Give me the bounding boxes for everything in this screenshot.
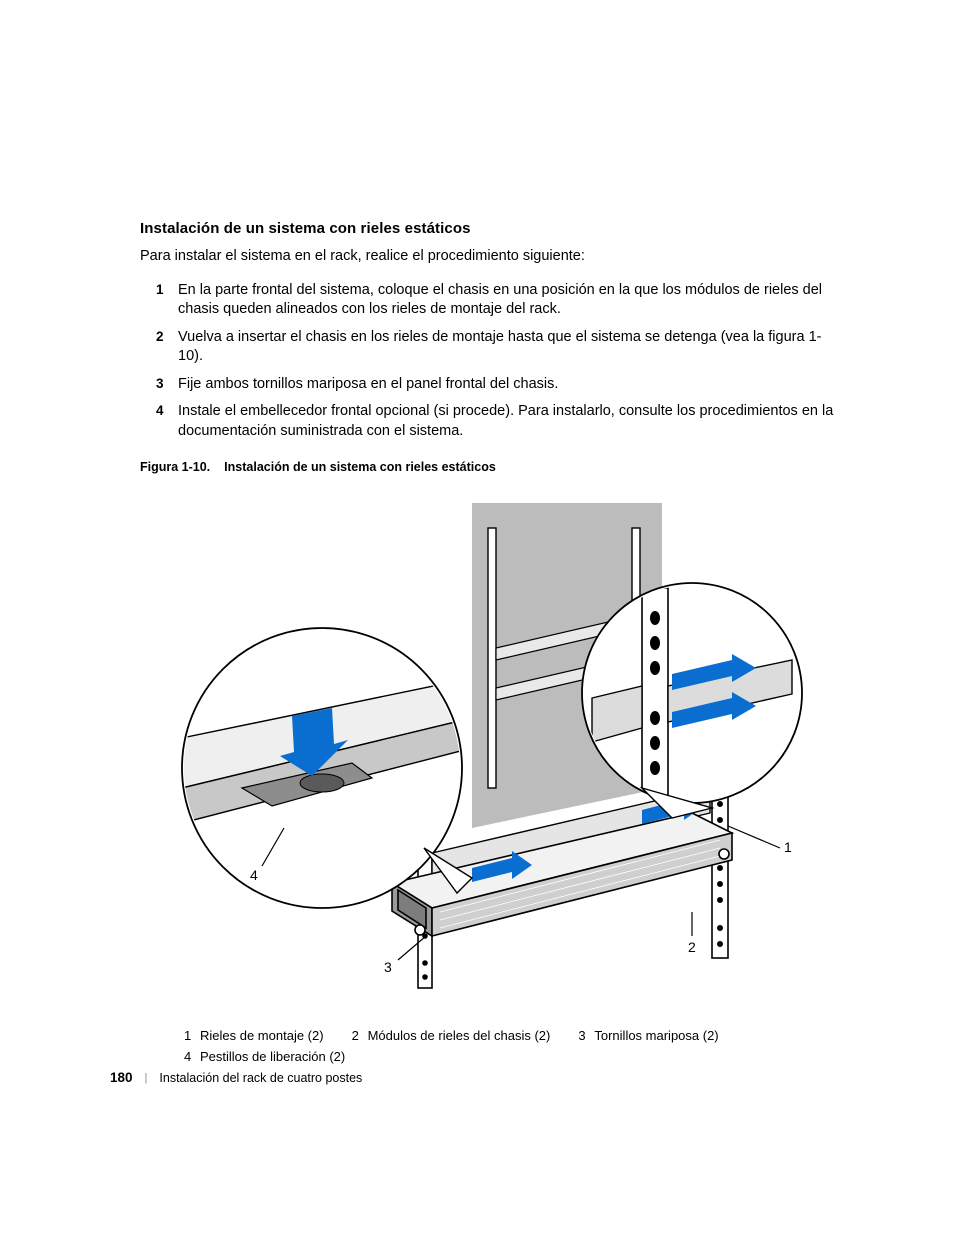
page-footer: 180 | Instalación del rack de cuatro pos…: [110, 1070, 362, 1085]
legend-item: 4 Pestillos de liberación (2): [184, 1049, 345, 1064]
footer-separator: |: [145, 1072, 148, 1084]
legend-text: Módulos de rieles del chasis (2): [368, 1028, 551, 1043]
step-item: Instale el embellecedor frontal opcional…: [162, 402, 844, 441]
steps-list: En la parte frontal del sistema, coloque…: [140, 281, 844, 442]
step-item: En la parte frontal del sistema, coloque…: [162, 281, 844, 320]
figure-legend: 1 Rieles de montaje (2) 2 Módulos de rie…: [184, 1028, 844, 1064]
figure-title: Instalación de un sistema con rieles est…: [224, 460, 496, 474]
callout-1: 1: [784, 839, 792, 855]
step-item: Fije ambos tornillos mariposa en el pane…: [162, 375, 844, 395]
callout-2: 2: [688, 939, 696, 955]
legend-item: 2 Módulos de rieles del chasis (2): [352, 1028, 551, 1043]
legend-item: 1 Rieles de montaje (2): [184, 1028, 324, 1043]
legend-text: Pestillos de liberación (2): [200, 1049, 345, 1064]
page-number: 180: [110, 1070, 133, 1085]
footer-section: Instalación del rack de cuatro postes: [159, 1071, 362, 1085]
figure-illustration: 4: [172, 488, 812, 1008]
figure-label: Figura 1-10.: [140, 460, 210, 474]
legend-text: Rieles de montaje (2): [200, 1028, 324, 1043]
callout-3: 3: [384, 959, 392, 975]
page: Instalación de un sistema con rieles est…: [0, 0, 954, 1235]
legend-num: 4: [184, 1049, 200, 1064]
figure-caption: Figura 1-10. Instalación de un sistema co…: [140, 460, 844, 474]
step-item: Vuelva a insertar el chasis en los riele…: [162, 328, 844, 367]
legend-num: 3: [578, 1028, 594, 1043]
section-title: Instalación de un sistema con rieles est…: [140, 220, 844, 237]
legend-num: 1: [184, 1028, 200, 1043]
legend-text: Tornillos mariposa (2): [594, 1028, 718, 1043]
legend-item: 3 Tornillos mariposa (2): [578, 1028, 718, 1043]
legend-num: 2: [352, 1028, 368, 1043]
callout-4: 4: [250, 867, 258, 883]
intro-paragraph: Para instalar el sistema en el rack, rea…: [140, 247, 844, 267]
